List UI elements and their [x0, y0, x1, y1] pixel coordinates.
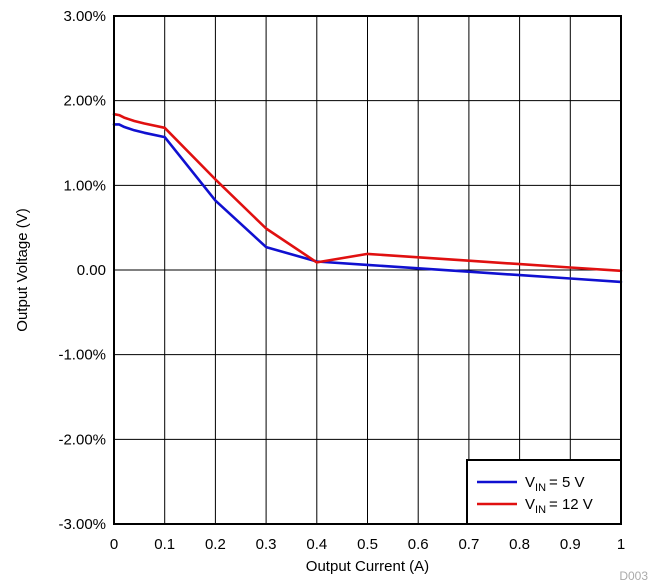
y-tick-label: -3.00% — [58, 516, 106, 533]
x-tick-label: 0.7 — [458, 536, 479, 553]
legend-label-main: V — [525, 474, 535, 491]
x-tick-label: 0.9 — [560, 536, 581, 553]
y-tick-label: -1.00% — [58, 347, 106, 364]
series-layer — [112, 112, 623, 284]
y-tick-label: 1.00% — [63, 177, 106, 194]
legend-label-value: = 5 V — [549, 474, 584, 491]
y-tick-label: 3.00% — [63, 8, 106, 25]
y-tick-label: 0.00 — [77, 262, 106, 279]
x-tick-label: 0.4 — [306, 536, 327, 553]
legend-label-subscript: IN — [535, 482, 546, 494]
watermark: D003 — [619, 569, 648, 583]
legend-label-1: VIN = 12 V — [525, 496, 593, 516]
x-tick-label: 0.5 — [357, 536, 378, 553]
series-line-0 — [112, 123, 623, 284]
legend-label-0: VIN = 5 V — [525, 474, 584, 494]
y-tick-labels: 3.00% 2.00% 1.00% 0.00 -1.00% -2.00% -3.00% — [58, 8, 106, 533]
x-tick-label: 0.2 — [205, 536, 226, 553]
y-axis-label: Output Voltage (V) — [14, 208, 31, 331]
plot-frame — [113, 15, 622, 525]
legend-label-subscript: IN — [535, 504, 546, 516]
y-tick-label: 2.00% — [63, 93, 106, 110]
x-tick-label: 0 — [110, 536, 118, 553]
x-tick-label: 0.8 — [509, 536, 530, 553]
legend-box — [466, 459, 622, 525]
legend-label-value: = 12 V — [549, 496, 593, 513]
grid-lines — [114, 16, 621, 524]
x-axis-label: Output Current (A) — [306, 558, 429, 575]
x-tick-label: 0.6 — [408, 536, 429, 553]
x-tick-label: 0.3 — [256, 536, 277, 553]
legend-label-main: V — [525, 496, 535, 513]
y-tick-label: -2.00% — [58, 431, 106, 448]
x-tick-labels: 0 0.1 0.2 0.3 0.4 0.5 0.6 0.7 0.8 0.9 1 — [110, 536, 625, 553]
series-line-1 — [112, 112, 623, 273]
x-tick-label: 0.1 — [154, 536, 175, 553]
x-tick-label: 1 — [617, 536, 625, 553]
